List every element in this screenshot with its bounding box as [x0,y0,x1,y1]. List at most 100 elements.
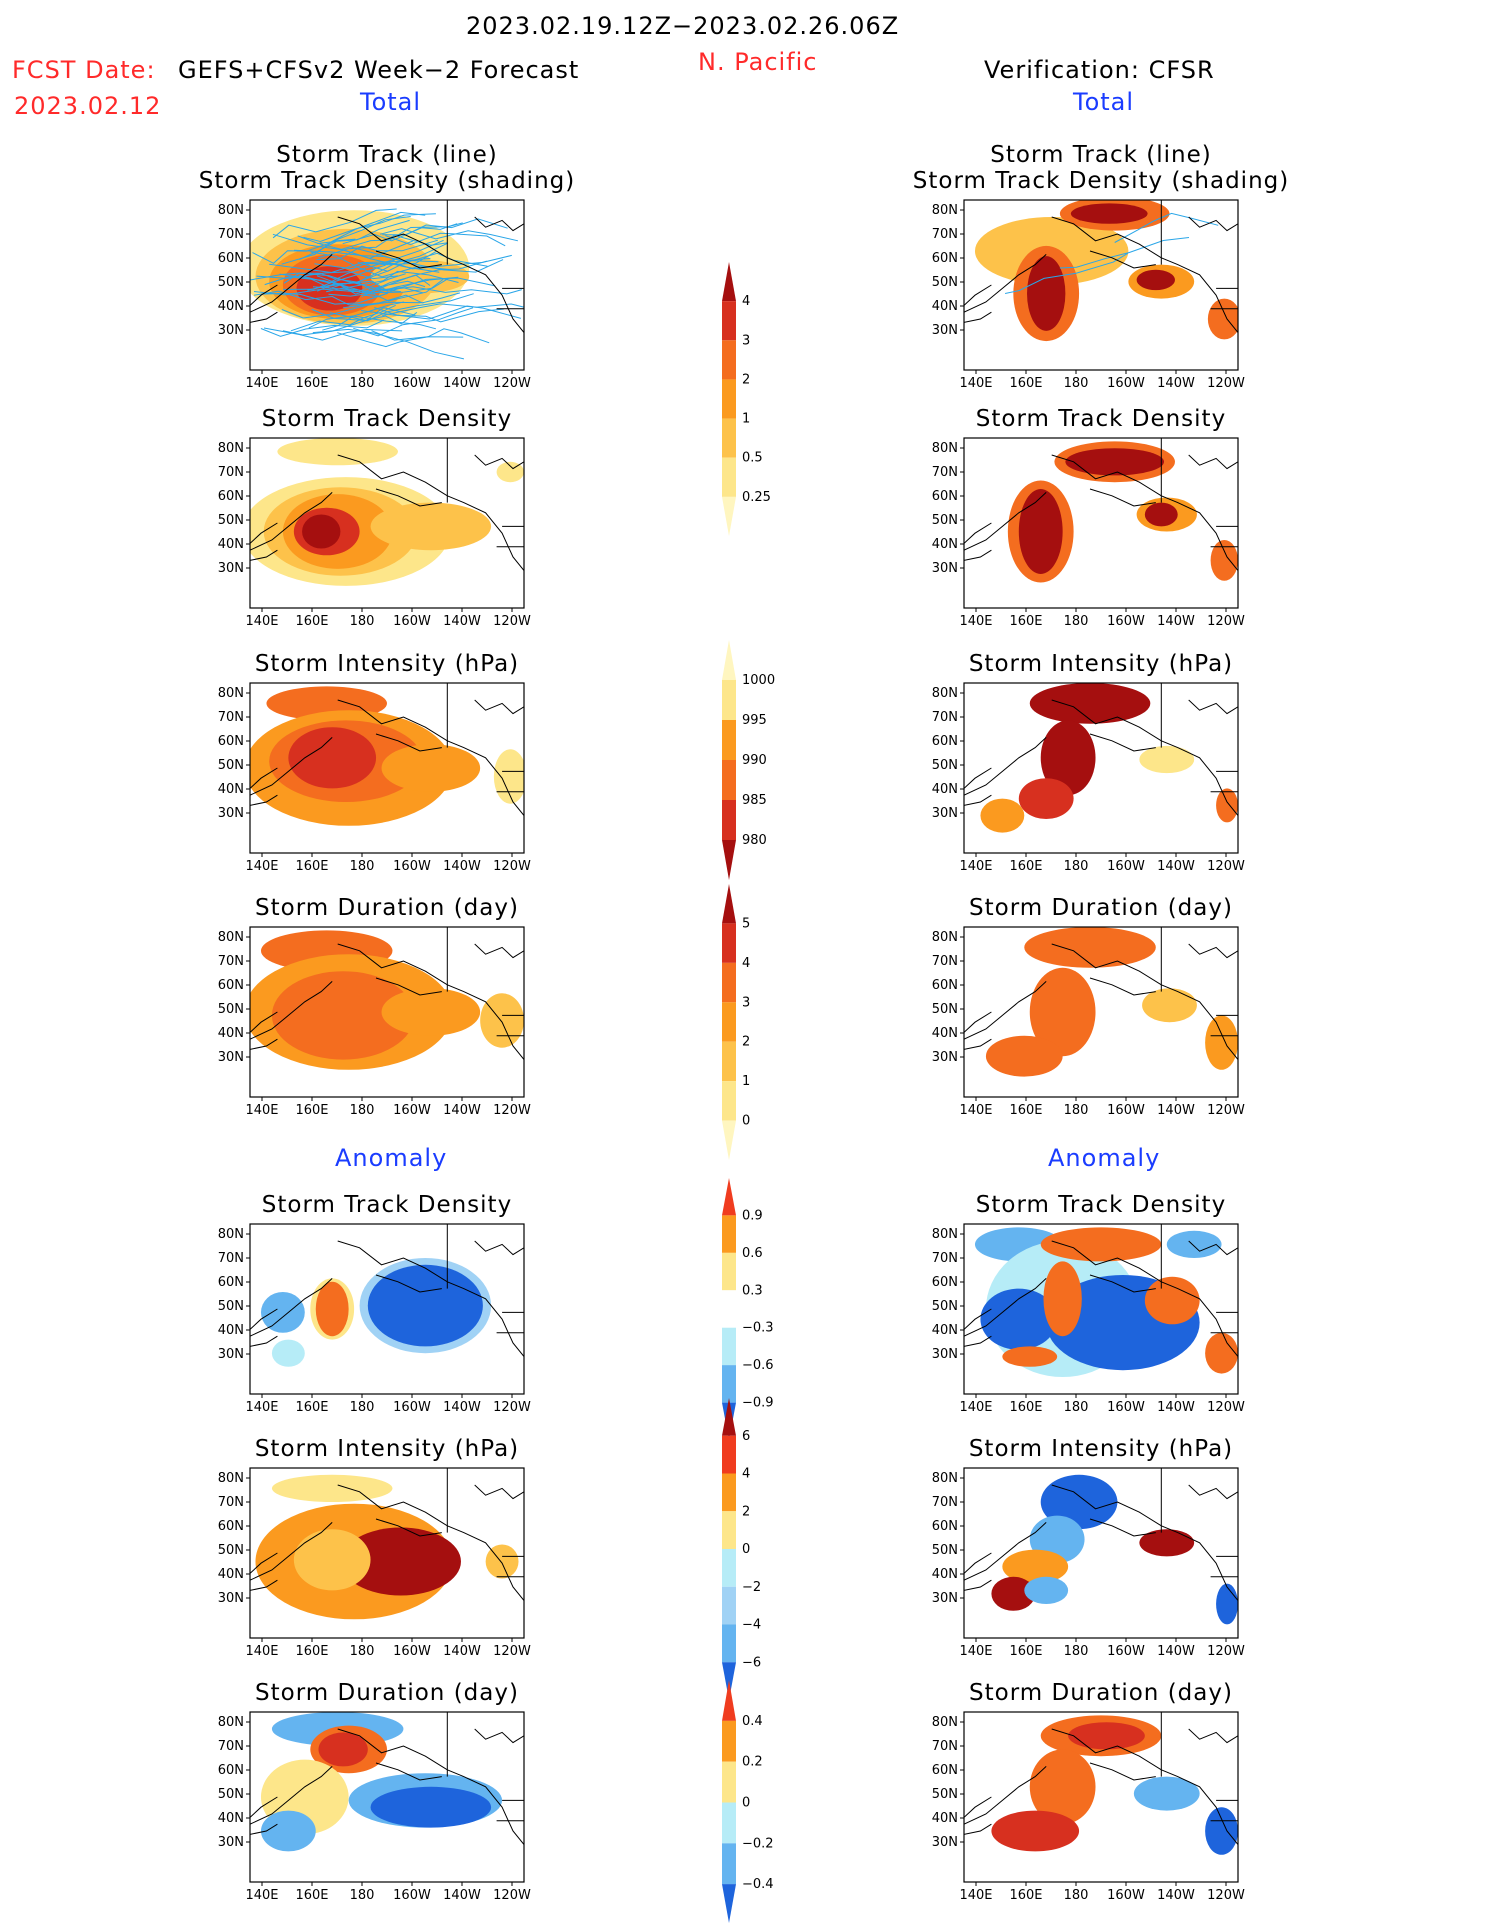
right-map-4-lat-2: 60N [932,1275,958,1290]
right-map-5-lon-4: 140W [1157,1644,1195,1659]
left-map-1-lat-4: 40N [218,537,244,552]
left-map-0-lat-3: 50N [218,275,244,290]
left-map-0-lon-4: 140W [443,376,481,391]
right-panel-6-title: Storm Duration (day) [969,1680,1233,1706]
left-track-line-39 [262,292,388,305]
left-map-5-frame [249,1467,525,1639]
colorbar-density-anom-swatch-4 [722,1327,736,1366]
right-map-4-lon-3: 160W [1107,1400,1145,1415]
left-map-1-frame [249,437,525,609]
colorbar-density-anom-label-4: −0.6 [742,1358,774,1373]
colorbar-duration-swatch-1 [722,923,736,963]
right-map-3-lon-0: 140E [959,1103,992,1118]
left-map-1-lat-5: 30N [218,561,244,576]
right-map-2-coast-1 [964,767,992,789]
left-map-3-coast-5 [474,943,524,959]
left-map-0-lon-5: 120W [493,376,531,391]
right-map-0-coast-0 [964,254,1047,313]
right-track-line-0 [1004,252,1129,294]
left-track-line-48 [269,257,431,274]
left-map-2-coast-5 [474,699,524,715]
colorbar-density-anom-swatch-3 [722,1290,736,1328]
colorbar-density-swatch-5 [722,457,736,497]
right-map-1-shade-6 [1210,540,1238,581]
left-map-3-shade-3 [381,988,481,1036]
colorbar-density-anom-swatch-0 [722,1178,736,1216]
colorbar-intensity-label-2: 990 [742,753,767,768]
right-map-3-shade-1 [1029,967,1096,1057]
right-map-3-coast-2 [964,1038,992,1050]
right-map-6-lat-1: 70N [932,1739,958,1754]
left-map-0-lat-5: 30N [218,323,244,338]
right-panel-0-subtitle: Storm Track Density (shading) [912,168,1290,194]
left-map-5-lon-1: 160E [295,1644,328,1659]
right-map-2: 80N 70N 60N 50N 40N 30N 140E 160E 180 160W 140W 120… [932,682,1245,874]
left-panel-6-title: Storm Duration (day) [255,1680,519,1706]
colorbar-density-anom-label-0: 0.9 [742,1208,763,1223]
right-map-3-shade-3 [1142,988,1197,1023]
right-map-5-shade-4 [1024,1576,1069,1604]
colorbar-intensity-swatch-4 [722,800,736,840]
left-map-6-lon-5: 120W [493,1888,531,1903]
left-map-3-lat-3: 50N [218,1002,244,1017]
colorbar-duration-label-0: 5 [742,916,750,931]
left-map-3-lon-3: 160W [393,1103,431,1118]
left-map-3-lon-2: 180 [350,1103,375,1118]
left-map-2-lon-4: 140W [443,859,481,874]
right-map-3-lat-5: 30N [932,1050,958,1065]
left-track-line-26 [322,301,405,331]
right-map-6-shade-5 [1205,1807,1238,1855]
left-map-1-coast-4 [375,488,442,507]
left-map-0-coast-1 [250,284,278,306]
right-map-3-coast-1 [964,1011,992,1033]
colorbar-duration-label-3: 2 [742,1035,750,1050]
right-map-0-lat-1: 70N [932,227,958,242]
left-map-4-lon-0: 140E [245,1400,278,1415]
right-map-1-lat-2: 60N [932,489,958,504]
right-track-line-2 [1114,212,1219,243]
left-map-2-lon-5: 120W [493,859,531,874]
left-map-6-lon-3: 160W [393,1888,431,1903]
right-map-5-lat-1: 70N [932,1495,958,1510]
left-map-2-shade-4 [381,744,481,792]
right-map-1-coast-1 [964,522,992,544]
left-map-4-lon-4: 140W [443,1400,481,1415]
right-map-1-lat-0: 80N [932,441,958,456]
right-map-4-lat-0: 80N [932,1227,958,1242]
right-map-2-lat-1: 70N [932,710,958,725]
right-map-6-lat-5: 30N [932,1835,958,1850]
right-map-6-lat-0: 80N [932,1715,958,1730]
right-map-4-lat-3: 50N [932,1299,958,1314]
left-map-0-lat-0: 80N [218,203,244,218]
colorbar-density-anom-label-3: −0.3 [742,1321,774,1336]
colorbar-duration-label-2: 3 [742,995,750,1010]
left-map-4-lat-3: 50N [218,1299,244,1314]
right-map-4-lon-2: 180 [1064,1400,1089,1415]
left-track-line-23 [317,211,426,244]
colorbar-intensity-swatch-5 [722,840,736,880]
right-map-6-lat-3: 50N [932,1787,958,1802]
right-map-2-lat-5: 30N [932,806,958,821]
left-map-1-lon-2: 180 [350,614,375,629]
colorbar-duration-anom-swatch-5 [722,1884,736,1923]
right-map-1-lat-3: 50N [932,513,958,528]
right-map-4-shade-4 [980,1288,1058,1350]
colorbar-intensity-anom-label-6: −6 [742,1655,761,1670]
colorbar-density-anom-label-2: 0.3 [742,1283,763,1298]
right-map-6-coast-2 [964,1823,992,1835]
left-map-1-lon-0: 140E [245,614,278,629]
left-map-1-lat-3: 50N [218,513,244,528]
left-map-4-shade-3 [315,1281,349,1337]
left-map-1-lon-5: 120W [493,614,531,629]
right-map-3-lat-0: 80N [932,930,958,945]
left-track-line-10 [311,308,418,325]
colorbar-intensity-anom-swatch-1 [722,1435,736,1474]
left-track-line-56 [363,277,496,298]
colorbar-duration-anom-swatch-3 [722,1802,736,1844]
colorbar-duration-swatch-4 [722,1041,736,1082]
left-map-1-lat-2: 60N [218,489,244,504]
left-map-2-lat-3: 50N [218,758,244,773]
fcst-model-label: GEFS+CFSv2 Week−2 Forecast [178,56,580,84]
right-map-6-lon-3: 160W [1107,1888,1145,1903]
left-track-line-31 [328,274,431,297]
